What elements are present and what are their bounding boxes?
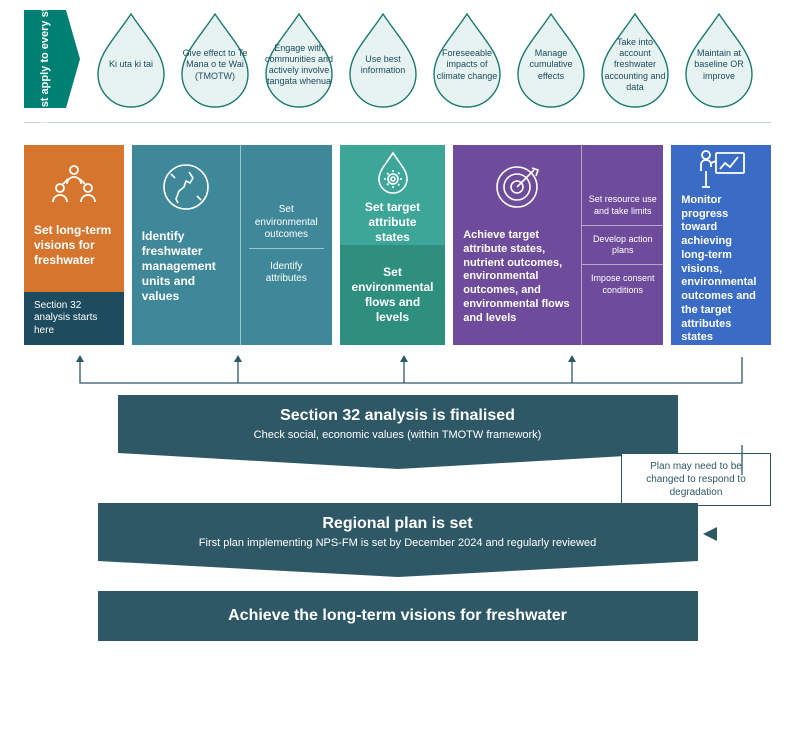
card2-r2: Identify attributes <box>249 255 324 292</box>
people-icon <box>24 145 124 223</box>
principle-drop-4: Foreseeable impacts of climate change <box>426 10 508 108</box>
banner-regional-plan: Regional plan is set First plan implemen… <box>24 503 771 577</box>
principle-drop-2: Engage with communities and actively inv… <box>258 10 340 108</box>
banner2-sub: First plan implementing NPS-FM is set by… <box>118 537 678 549</box>
card-achieve: Achieve target attribute states, nutrien… <box>453 145 663 345</box>
card2-r1: Set environmental outcomes <box>249 198 324 249</box>
must-apply-label: Must apply to every step <box>24 10 66 108</box>
water-gear-icon <box>340 145 445 200</box>
monitor-to-plan-arrow <box>24 445 771 475</box>
principles-row: Must apply to every step Ki uta ki taiGi… <box>24 10 771 108</box>
principle-drops: Ki uta ki taiGive effect to Te Mana o te… <box>90 10 760 108</box>
principle-drop-3: Use best information <box>342 10 424 108</box>
card-monitor: Monitor progress toward achieving long-t… <box>671 145 771 345</box>
principle-drop-6: Take into account freshwater accounting … <box>594 10 676 108</box>
card3-bot: Set environmental flows and levels <box>350 265 435 325</box>
banner1-sub: Check social, economic values (within TM… <box>138 429 658 441</box>
banner1-title: Section 32 analysis is finalised <box>138 407 658 425</box>
card4-sublist: Set resource use and take limits Develop… <box>581 145 663 345</box>
banner2-title: Regional plan is set <box>118 515 678 533</box>
card4-r2: Develop action plans <box>582 226 663 266</box>
card4-title: Achieve target attribute states, nutrien… <box>453 229 581 325</box>
principle-drop-0: Ki uta ki tai <box>90 10 172 108</box>
principle-drop-7: Maintain at baseline OR improve <box>678 10 760 108</box>
into-plan-arrow <box>703 527 717 541</box>
card-identify-units: Identify freshwater management units and… <box>132 145 332 345</box>
section-divider <box>24 122 771 123</box>
card1-sub: Section 32 analysis starts here <box>24 292 124 346</box>
card2-title: Identify freshwater management units and… <box>132 229 240 304</box>
nz-map-icon <box>132 145 240 229</box>
card3-top: Set target attribute states <box>340 200 445 245</box>
card2-sublist: Set environmental outcomes Identify attr… <box>240 145 332 345</box>
card-set-targets: Set target attribute states Set environm… <box>340 145 445 345</box>
banner3-title: Achieve the long-term visions for freshw… <box>114 607 682 625</box>
feedback-arrows <box>24 349 771 395</box>
must-apply-text: Must apply to every step <box>39 0 51 123</box>
principle-drop-5: Manage cumulative effects <box>510 10 592 108</box>
card-set-visions: Set long-term visions for freshwater Sec… <box>24 145 124 345</box>
banner-achieve-visions: Achieve the long-term visions for freshw… <box>24 591 771 641</box>
card5-title: Monitor progress toward achieving long-t… <box>671 194 771 345</box>
card4-r3: Impose consent conditions <box>582 265 663 304</box>
card1-title: Set long-term visions for freshwater <box>24 223 124 268</box>
target-icon <box>453 145 581 229</box>
card4-r1: Set resource use and take limits <box>582 186 663 226</box>
presenter-icon <box>671 145 771 194</box>
principle-drop-1: Give effect to Te Mana o te Wai (TMOTW) <box>174 10 256 108</box>
process-flow-row: Set long-term visions for freshwater Sec… <box>24 145 771 345</box>
